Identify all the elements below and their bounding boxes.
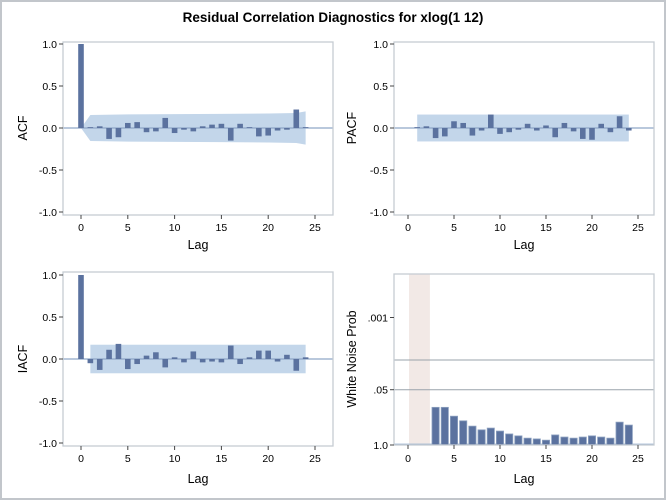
y-tick-label: 0.5: [373, 81, 388, 93]
x-tick-label: 5: [125, 453, 131, 465]
x-axis-title: Lag: [514, 472, 535, 486]
x-tick-label: 15: [216, 222, 228, 234]
panel-iacf: 1.0 0.5 0.0 -0.5 -1.0 0 5 10 15 20 25 Lag IACF: [16, 270, 334, 486]
y-tick-label: -0.5: [39, 165, 57, 177]
x-tick-label: 25: [632, 453, 644, 465]
panel-acf: 1.0 0.5 0.0 -0.5 -1.0 0 5 10 15 20 25 Lag ACF: [16, 39, 334, 252]
x-axis: 0 5 10 15 20 25: [405, 445, 644, 465]
x-tick-label: 10: [169, 222, 181, 234]
y-tick-label: 1.0: [373, 39, 388, 51]
y-tick-label: 0.0: [373, 123, 388, 135]
x-axis: 0 5 10 15 20 25: [78, 215, 321, 234]
x-tick-label: 20: [586, 222, 598, 234]
acf-bars: [78, 44, 309, 141]
y-axis-title: ACF: [16, 115, 30, 140]
pacf-bars: [414, 114, 632, 140]
x-tick-label: 25: [309, 222, 321, 234]
x-tick-label: 5: [451, 222, 457, 234]
y-tick-label: -1.0: [39, 438, 57, 450]
x-tick-label: 0: [78, 222, 84, 234]
y-tick-label: -0.5: [39, 396, 57, 408]
y-tick-label: 0.0: [42, 123, 57, 135]
x-tick-label: 25: [309, 453, 321, 465]
x-tick-label: 10: [169, 453, 181, 465]
panel-whitenoiseprob: .001 .05 1.0 0 5 10 15 20 25 Lag White Noise Prob: [345, 273, 655, 486]
x-tick-label: 20: [586, 453, 598, 465]
x-tick-label: 20: [262, 453, 274, 465]
x-tick-label: 0: [78, 453, 84, 465]
x-tick-label: 20: [262, 222, 274, 234]
plot-frame: [393, 273, 655, 446]
x-axis: 0 5 10 15 20 25: [78, 446, 321, 465]
y-tick-label: 0.5: [42, 81, 57, 93]
x-tick-label: 0: [405, 453, 411, 465]
y-axis: 1.0 0.5 0.0 -0.5 -1.0: [39, 270, 63, 450]
white-noise-prob-bars: [431, 406, 633, 446]
y-tick-label: .001: [368, 312, 389, 324]
iacf-bars: [78, 275, 309, 371]
y-tick-label: .05: [373, 385, 388, 397]
y-tick-label: -1.0: [370, 207, 388, 219]
y-axis-title: White Noise Prob: [345, 310, 359, 407]
x-tick-label: 5: [451, 453, 457, 465]
x-tick-label: 15: [540, 222, 552, 234]
x-tick-label: 15: [216, 453, 228, 465]
panel-pacf: 1.0 0.5 0.0 -0.5 -1.0 0 5 10 15 20 25 Lag PACF: [345, 39, 655, 252]
y-tick-label: -0.5: [370, 165, 388, 177]
y-tick-label: 1.0: [42, 39, 57, 51]
x-tick-label: 10: [494, 453, 506, 465]
significance-gridlines: [394, 359, 654, 391]
x-tick-label: 10: [494, 222, 506, 234]
x-tick-label: 5: [125, 222, 131, 234]
figure-title: Residual Correlation Diagnostics for xlo…: [182, 10, 484, 25]
y-tick-label: 1.0: [373, 440, 388, 452]
y-tick-label: 0.0: [42, 354, 57, 366]
x-tick-label: 0: [405, 222, 411, 234]
y-axis-title: PACF: [345, 111, 359, 144]
y-axis-title: IACF: [16, 344, 30, 373]
y-tick-label: 1.0: [42, 270, 57, 282]
x-tick-label: 15: [540, 453, 552, 465]
y-tick-label: 0.5: [42, 312, 57, 324]
x-tick-label: 25: [632, 222, 644, 234]
x-axis-title: Lag: [188, 238, 209, 252]
x-axis-title: Lag: [514, 238, 535, 252]
x-axis: 0 5 10 15 20 25: [405, 215, 644, 234]
y-tick-label: -1.0: [39, 207, 57, 219]
y-axis: .001 .05 1.0: [368, 312, 394, 452]
y-axis: 1.0 0.5 0.0 -0.5 -1.0: [370, 39, 394, 219]
x-axis-title: Lag: [188, 472, 209, 486]
y-axis: 1.0 0.5 0.0 -0.5 -1.0: [39, 39, 63, 219]
